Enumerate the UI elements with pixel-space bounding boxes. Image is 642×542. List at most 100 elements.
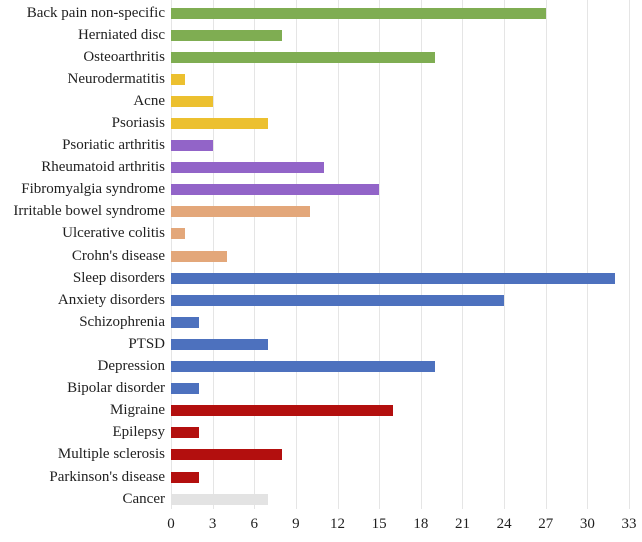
chart-row: Anxiety disorders <box>0 289 642 311</box>
category-label: Back pain non-specific <box>26 4 165 21</box>
bar <box>171 29 283 41</box>
category-label: Crohn's disease <box>71 247 165 264</box>
bar <box>171 316 199 328</box>
x-tick-label: 15 <box>371 516 387 532</box>
gridline <box>545 0 547 509</box>
category-label: Anxiety disorders <box>57 291 165 308</box>
bar-track <box>171 405 629 417</box>
bar-track <box>171 427 629 439</box>
x-tick-label: 6 <box>250 516 259 532</box>
x-tick-label: 21 <box>454 516 470 532</box>
bar <box>171 405 394 417</box>
category-label: Bipolar disorder <box>67 380 165 397</box>
bar <box>171 361 435 373</box>
chart-row: Herniated disc <box>0 24 642 46</box>
chart-row: Fibromyalgia syndrome <box>0 179 642 201</box>
bar <box>171 95 213 107</box>
bar-track <box>171 206 629 218</box>
bar-track <box>171 316 629 328</box>
chart-row: Crohn's disease <box>0 245 642 267</box>
category-label: Acne <box>133 92 165 109</box>
chart-row: Multiple sclerosis <box>0 444 642 466</box>
gridline <box>420 0 422 509</box>
bar-track <box>171 361 629 373</box>
category-label: Herniated disc <box>77 26 165 43</box>
category-label: Cancer <box>122 490 165 507</box>
bar <box>171 449 283 461</box>
bar <box>171 73 185 85</box>
x-tick-label: 27 <box>538 516 554 532</box>
category-label: Sleep disorders <box>72 269 165 286</box>
gridline <box>337 0 339 509</box>
bar-track <box>171 140 629 152</box>
chart-row: Psoriasis <box>0 112 642 134</box>
category-label: Epilepsy <box>112 424 166 441</box>
x-axis: 0 3 6 9 12 15 18 21 24 27 30 33 <box>167 515 636 539</box>
category-label: Psoriasis <box>111 115 165 132</box>
bar <box>171 206 310 218</box>
gridline <box>629 0 630 509</box>
chart-row: Epilepsy <box>0 422 642 444</box>
bar <box>171 162 324 174</box>
category-label: Neurodermatitis <box>67 70 165 87</box>
bar-track <box>171 184 629 196</box>
chart-row: Back pain non-specific <box>0 2 642 24</box>
category-label: Psoriatic arthritis <box>62 137 165 154</box>
chart-row: Acne <box>0 90 642 112</box>
x-tick-label: 24 <box>496 516 512 532</box>
category-label: Multiple sclerosis <box>57 446 165 463</box>
chart-row: Ulcerative colitis <box>0 223 642 245</box>
bar <box>171 140 213 152</box>
bar-track <box>171 449 629 461</box>
chart-row: Psoriatic arthritis <box>0 135 642 157</box>
bar-track <box>171 338 629 350</box>
x-tick-label: 30 <box>579 516 595 532</box>
gridline <box>254 0 256 509</box>
category-label: Schizophrenia <box>79 313 165 330</box>
gridline <box>587 0 589 509</box>
chart-row: Schizophrenia <box>0 311 642 333</box>
chart-rows: Back pain non-specific Herniated disc Oste… <box>0 2 642 510</box>
bar <box>171 471 199 483</box>
chart-row: Sleep disorders <box>0 267 642 289</box>
bar-track <box>171 471 629 483</box>
category-label: Ulcerative colitis <box>62 225 165 242</box>
bar-track <box>171 51 629 63</box>
bar-track <box>171 29 629 41</box>
bar <box>171 228 185 240</box>
category-label: Migraine <box>110 402 165 419</box>
category-label: Fibromyalgia syndrome <box>21 181 165 198</box>
bar-track <box>171 73 629 85</box>
category-label: Depression <box>97 358 166 375</box>
category-label: Irritable bowel syndrome <box>13 203 165 220</box>
bar-track <box>171 95 629 107</box>
x-tick-label: 12 <box>330 516 346 532</box>
bar <box>171 294 505 306</box>
gridline <box>295 0 297 509</box>
bar <box>171 184 380 196</box>
category-label: Parkinson's disease <box>49 468 165 485</box>
bar <box>171 272 616 284</box>
chart-row: Cancer <box>0 488 642 510</box>
chart-row: Depression <box>0 356 642 378</box>
bar <box>171 383 199 395</box>
bar-track <box>171 493 629 505</box>
gridline <box>379 0 381 509</box>
chart-row: Bipolar disorder <box>0 378 642 400</box>
chart-row: Migraine <box>0 400 642 422</box>
bar-track <box>171 383 629 395</box>
bar-track <box>171 7 629 19</box>
x-tick-label: 0 <box>167 516 175 532</box>
chart-row: Osteoarthritis <box>0 46 642 68</box>
category-label: Osteoarthritis <box>83 48 165 65</box>
chart-row: Parkinson's disease <box>0 466 642 488</box>
category-label: PTSD <box>128 335 165 352</box>
bar-track <box>171 272 629 284</box>
gridline <box>504 0 506 509</box>
category-label: Rheumatoid arthritis <box>41 159 165 176</box>
x-tick-label: 33 <box>621 516 637 532</box>
x-tick-label: 18 <box>413 516 429 532</box>
chart-row: PTSD <box>0 333 642 355</box>
bar <box>171 118 269 130</box>
